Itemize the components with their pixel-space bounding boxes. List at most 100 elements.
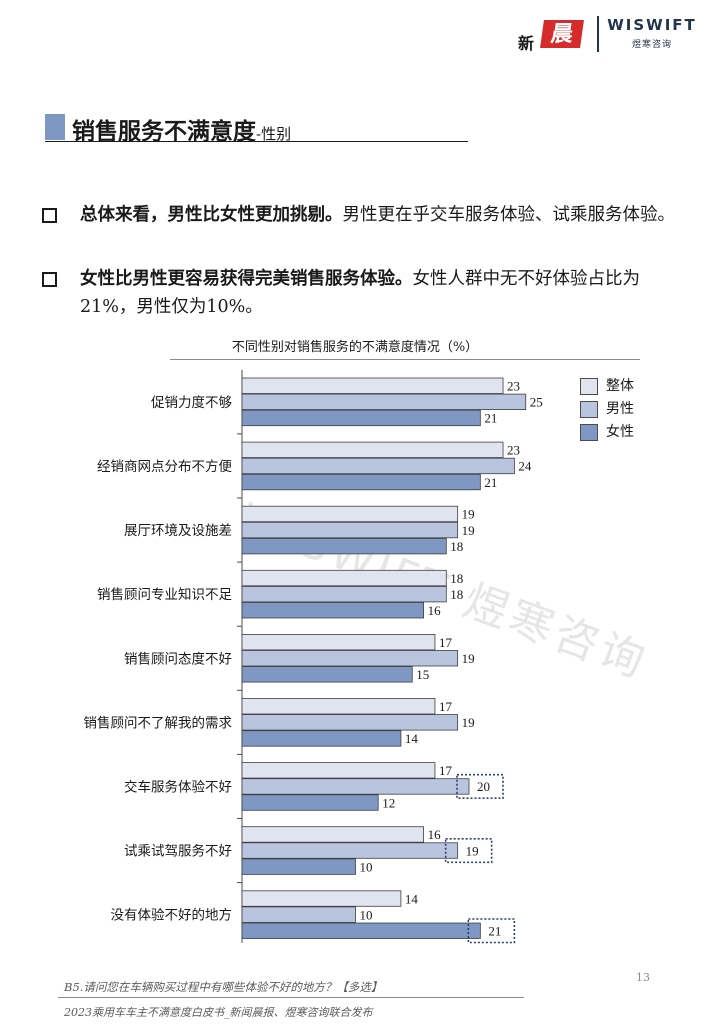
data-label: 21 — [488, 924, 501, 939]
data-label: 23 — [507, 443, 520, 458]
data-label: 25 — [530, 395, 543, 410]
bar-女性 — [241, 794, 379, 811]
section-title: 销售服务不满意度-性别 — [72, 112, 291, 146]
bullet-rest-text: 男性更在乎交车服务体验、试乘服务体验。 — [342, 205, 676, 225]
data-label: 19 — [462, 651, 475, 666]
data-label: 18 — [450, 571, 463, 586]
highlight-dotted-box — [467, 918, 516, 944]
data-label: 17 — [439, 699, 453, 714]
publisher-note: 2023乘用车车主不满意度白皮书_新闻晨报、煜寒咨询联合发布 — [64, 1006, 373, 1019]
bar-女性 — [241, 666, 413, 683]
highlight-dotted-box — [456, 773, 504, 800]
bar-女性 — [241, 538, 447, 555]
bar-整体 — [241, 441, 504, 459]
data-label: 21 — [484, 411, 497, 426]
bar-女性 — [241, 858, 356, 875]
category-label: 销售顾问专业知识不足 — [97, 586, 232, 603]
bar-整体 — [241, 569, 447, 587]
bar-男性 — [241, 393, 527, 411]
section-title-suffix: -性别 — [256, 125, 292, 143]
legend-swatch — [580, 424, 598, 441]
data-label: 16 — [428, 603, 442, 618]
section-title-main: 销售服务不满意度 — [72, 118, 256, 145]
bar-整体 — [241, 698, 436, 715]
data-label: 16 — [428, 827, 442, 842]
bar-男性 — [241, 906, 356, 923]
section-title-rule — [45, 141, 468, 142]
bullet-text: 总体来看，男性比女性更加挑剔。男性更在乎交车服务体验、试乘服务体验。 — [80, 201, 682, 229]
bar-整体 — [241, 377, 504, 394]
category-label: 销售顾问态度不好 — [124, 651, 232, 667]
bar-男性 — [241, 714, 459, 731]
bar-男性 — [241, 778, 470, 795]
data-label: 17 — [439, 763, 453, 778]
bar-整体 — [241, 505, 459, 523]
data-label: 21 — [484, 475, 497, 490]
wiswift-logo-cn: 煜寒咨询 — [631, 40, 672, 50]
legend-label: 女性 — [606, 424, 634, 440]
category-label: 经销商网点分布不方便 — [97, 459, 232, 475]
legend-swatch — [580, 378, 598, 395]
bar-男性 — [241, 586, 447, 603]
xinwen-chenbao-logo: 新 晨报 — [518, 18, 590, 75]
data-label: 19 — [466, 843, 479, 858]
data-label: 18 — [450, 539, 463, 554]
survey-question-note: B5.请问您在车辆购买过程中有哪些体验不好的地方？【多选】 — [64, 980, 383, 994]
data-label: 19 — [462, 523, 475, 538]
data-label: 12 — [382, 795, 395, 810]
footer-rule — [58, 997, 524, 998]
data-label: 10 — [360, 859, 373, 874]
bullet-bold-text: 女性比男性更容易获得完美销售服务体验。 — [80, 269, 413, 289]
bar-女性 — [241, 409, 481, 427]
bullet-rest-text: 女性人群中无不好体验占比为21%，男性仅为10%。 — [80, 269, 640, 317]
data-label: 14 — [405, 891, 419, 906]
category-label: 试乘试驾服务不好 — [124, 844, 232, 860]
bar-女性 — [241, 730, 402, 747]
data-label: 23 — [507, 379, 520, 394]
checkbox-square-icon — [42, 272, 57, 287]
data-label: 10 — [360, 907, 373, 922]
data-label: 24 — [518, 459, 532, 474]
category-label: 交车服务体验不好 — [124, 778, 232, 795]
bar-女性 — [241, 602, 425, 619]
data-label: 17 — [439, 635, 453, 650]
bullet-bold-text: 总体来看，男性比女性更加挑剔。 — [80, 205, 343, 225]
category-label: 销售顾问不了解我的需求 — [84, 715, 233, 731]
wiswift-logo: WISWIFT 煜寒咨询 — [607, 16, 697, 52]
category-label: 展厅环境及设施差 — [124, 523, 232, 539]
checkbox-square-icon — [42, 208, 57, 223]
page-number: 13 — [636, 971, 650, 984]
data-label: 18 — [450, 587, 463, 602]
data-label: 20 — [477, 779, 490, 794]
bullet-point-2: 女性比男性更容易获得完美销售服务体验。女性人群中无不好体验占比为21%，男性仅为… — [42, 265, 682, 321]
wiswift-logo-en: WISWIFT — [607, 16, 697, 34]
bar-整体 — [241, 826, 425, 843]
logo-left-small-text: 新 — [518, 34, 535, 53]
category-label: 促销力度不够 — [151, 395, 232, 411]
section-title-marker — [45, 114, 65, 140]
highlight-dotted-box — [444, 837, 493, 864]
bullet-text: 女性比男性更容易获得完美销售服务体验。女性人群中无不好体验占比为21%，男性仅为… — [80, 265, 682, 321]
category-label: 没有体验不好的地方 — [111, 908, 233, 924]
legend-label: 男性 — [606, 401, 634, 417]
chart-title: 不同性别对销售服务的不满意度情况（%） — [231, 340, 479, 355]
chart-title-rule — [170, 359, 640, 360]
bar-男性 — [241, 650, 459, 667]
logo-divider — [597, 16, 599, 52]
data-label: 15 — [416, 667, 429, 682]
legend-label: 整体 — [606, 378, 634, 394]
bullet-point-1: 总体来看，男性比女性更加挑剔。男性更在乎交车服务体验、试乘服务体验。 — [42, 201, 682, 229]
bar-女性 — [241, 473, 481, 491]
bar-整体 — [241, 762, 436, 779]
data-label: 14 — [405, 731, 419, 746]
bar-男性 — [241, 521, 459, 539]
bar-男性 — [241, 457, 515, 475]
bar-男性 — [241, 842, 459, 859]
legend-swatch — [580, 401, 598, 418]
data-label: 19 — [462, 507, 475, 522]
data-label: 19 — [462, 715, 475, 730]
bar-整体 — [241, 634, 436, 651]
bar-女性 — [241, 922, 481, 939]
bar-整体 — [241, 890, 402, 907]
